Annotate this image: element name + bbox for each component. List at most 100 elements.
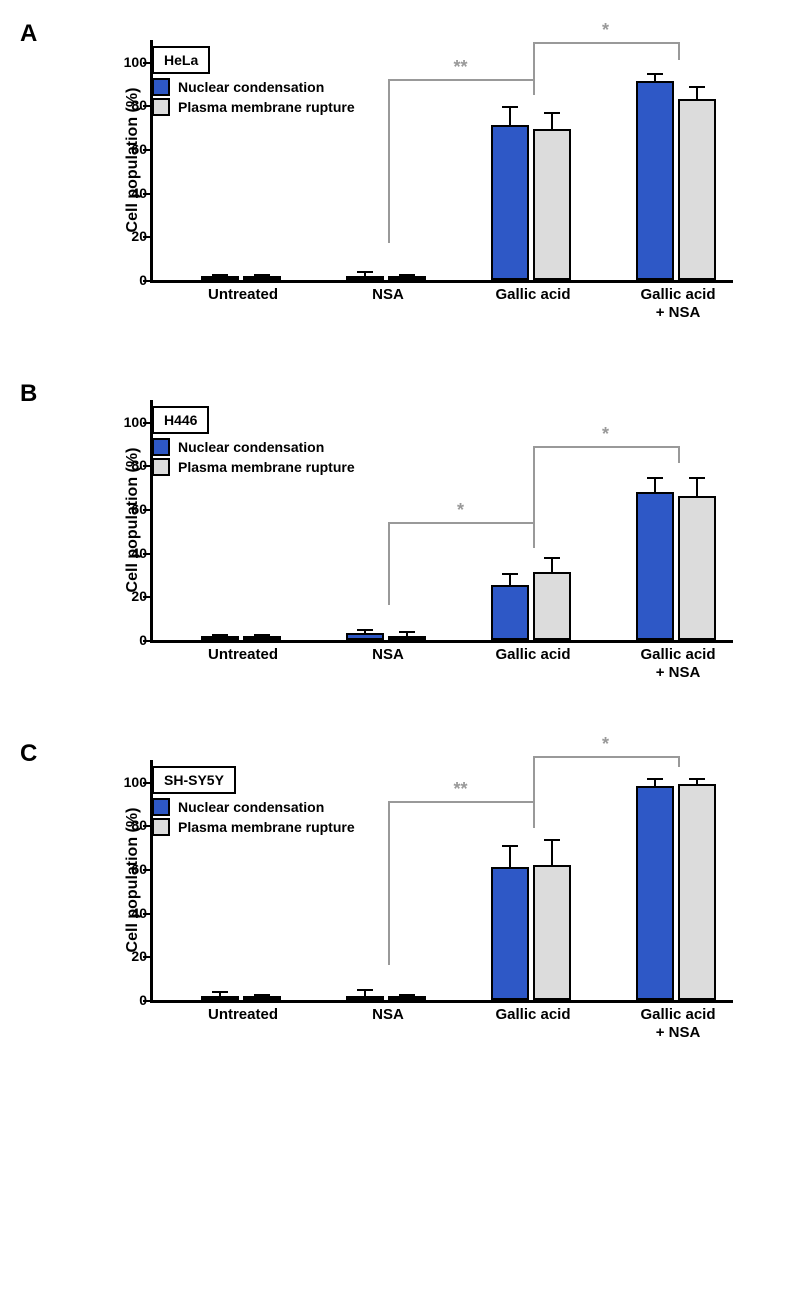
ytick-label: 100	[111, 54, 147, 70]
sig-label: *	[602, 734, 609, 755]
x-category-label: Gallic acid	[463, 646, 603, 664]
chart: 020406080100Cell population (%)Untreated…	[100, 20, 760, 340]
error-cap	[254, 274, 270, 276]
legend-label: Plasma membrane rupture	[178, 459, 355, 475]
sig-bracket-left	[388, 801, 390, 965]
sig-label: *	[602, 424, 609, 445]
panel-A: A020406080100Cell population (%)Untreate…	[20, 20, 776, 340]
error-cap	[502, 845, 518, 847]
error-bar	[406, 633, 408, 635]
sig-bracket-left	[533, 42, 535, 79]
legend: Nuclear condensation Plasma membrane rupt…	[152, 798, 355, 838]
bar-nc	[346, 276, 384, 280]
error-bar	[654, 479, 656, 492]
error-bar	[696, 479, 698, 496]
x-category-label: Gallic acid	[463, 286, 603, 304]
legend-label: Nuclear condensation	[178, 439, 324, 455]
sig-bracket-right	[533, 522, 535, 548]
cell-line-box: SH-SY5Y	[152, 766, 236, 794]
plot-area: 020406080100Cell population (%)Untreated…	[150, 760, 733, 1003]
sig-bracket-top	[388, 79, 533, 81]
legend-item: Nuclear condensation	[152, 438, 355, 456]
error-cap	[647, 73, 663, 75]
error-cap	[689, 477, 705, 479]
sig-bracket-top	[388, 801, 533, 803]
legend-item: Nuclear condensation	[152, 78, 355, 96]
error-cap	[212, 634, 228, 636]
error-bar	[509, 847, 511, 867]
sig-label: *	[602, 20, 609, 41]
bar-nc	[346, 996, 384, 1000]
error-bar	[654, 780, 656, 787]
legend-item: Plasma membrane rupture	[152, 818, 355, 836]
error-bar	[696, 780, 698, 784]
y-axis-label: Cell population (%)	[124, 88, 142, 233]
plot-area: 020406080100Cell population (%)Untreated…	[150, 40, 733, 283]
ytick-label: 0	[111, 272, 147, 288]
legend-item: Nuclear condensation	[152, 798, 355, 816]
x-category-label: NSA	[318, 646, 458, 664]
legend-swatch	[152, 798, 170, 816]
bar-pmr	[678, 496, 716, 640]
sig-bracket-right	[678, 42, 680, 59]
bar-nc	[491, 125, 529, 280]
sig-bracket-top	[533, 756, 678, 758]
error-cap	[254, 994, 270, 996]
error-bar	[406, 276, 408, 278]
sig-bracket-right	[533, 79, 535, 94]
error-bar	[509, 575, 511, 586]
bar-nc	[346, 633, 384, 640]
bar-pmr	[533, 129, 571, 280]
panel-letter: B	[20, 380, 37, 408]
legend-swatch	[152, 78, 170, 96]
y-axis-label: Cell population (%)	[124, 448, 142, 593]
legend-swatch	[152, 98, 170, 116]
bar-pmr	[533, 572, 571, 640]
x-category-label: Untreated	[173, 286, 313, 304]
error-cap	[544, 839, 560, 841]
bar-nc	[491, 585, 529, 640]
error-bar	[654, 75, 656, 82]
error-bar	[551, 559, 553, 572]
x-category-label: Gallic acid	[463, 1006, 603, 1024]
sig-bracket-left	[533, 756, 535, 802]
error-bar	[364, 991, 366, 995]
error-bar	[261, 996, 263, 998]
error-cap	[647, 477, 663, 479]
error-bar	[551, 841, 553, 865]
legend-item: Plasma membrane rupture	[152, 458, 355, 476]
error-cap	[647, 778, 663, 780]
error-cap	[502, 106, 518, 108]
bar-pmr	[388, 636, 426, 640]
legend: Nuclear condensation Plasma membrane rupt…	[152, 438, 355, 478]
bar-nc	[636, 81, 674, 280]
sig-label: *	[457, 500, 464, 521]
panel-B: B 020406080100Cell population (%)Untreate…	[20, 380, 776, 700]
x-category-label: NSA	[318, 1006, 458, 1024]
error-cap	[399, 994, 415, 996]
error-bar	[261, 636, 263, 638]
sig-bracket-top	[533, 446, 678, 448]
x-category-label: Untreated	[173, 646, 313, 664]
error-bar	[406, 996, 408, 998]
sig-bracket-left	[388, 79, 390, 243]
sig-label: **	[453, 779, 467, 800]
error-bar	[219, 993, 221, 995]
legend-label: Nuclear condensation	[178, 799, 324, 815]
error-bar	[364, 273, 366, 275]
sig-bracket-left	[533, 446, 535, 522]
error-cap	[399, 631, 415, 633]
x-category-label: Gallic acid+ NSA	[608, 1006, 748, 1042]
chart: 020406080100Cell population (%)Untreated…	[100, 740, 760, 1060]
error-cap	[544, 112, 560, 114]
legend-label: Plasma membrane rupture	[178, 99, 355, 115]
legend-label: Plasma membrane rupture	[178, 819, 355, 835]
cell-line-box: H446	[152, 406, 209, 434]
y-axis-label: Cell population (%)	[124, 808, 142, 953]
sig-bracket-right	[678, 756, 680, 767]
error-cap	[357, 989, 373, 991]
ytick-label: 100	[111, 414, 147, 430]
sig-bracket-right	[678, 446, 680, 463]
plot-area: 020406080100Cell population (%)Untreated…	[150, 400, 733, 643]
sig-label: **	[453, 57, 467, 78]
